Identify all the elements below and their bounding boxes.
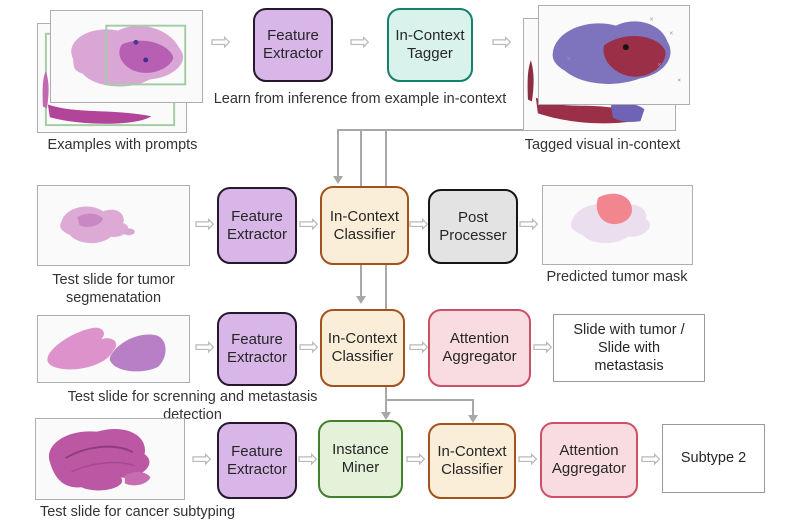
svg-text:×: ×	[650, 17, 654, 24]
row3-result-box: Slide with tumor / Slide with metastasis	[553, 314, 705, 382]
row2-output-caption: Predicted tumor mask	[546, 269, 688, 285]
tagged-caption: Tagged visual in-context	[524, 137, 681, 153]
svg-text:×: ×	[677, 77, 681, 84]
flow-arrow-icon: ⇨	[194, 333, 216, 361]
flow-arrow-icon: ⇨	[518, 210, 540, 238]
flow-arrow-icon: ⇨	[408, 210, 430, 238]
tagged-front-histology-image: × × × × ×	[552, 17, 681, 84]
feature-extractor-node-row1: Feature Extractor	[253, 8, 333, 82]
row4-test-slide-thumbnail	[35, 418, 185, 500]
attention-aggregator-node-row3: Attention Aggregator	[428, 309, 531, 387]
row3-result-label: Slide with tumor / Slide with metastasis	[573, 321, 685, 375]
in-context-classifier-node-row2: In-Context Classifier	[320, 186, 409, 265]
in-context-classifier-node-row3: In-Context Classifier	[320, 309, 405, 387]
flow-arrow-icon: ⇨	[349, 28, 371, 56]
connector-to-row4-classifier	[472, 399, 474, 415]
flow-arrow-icon: ⇨	[405, 445, 427, 473]
instance-miner-node: Instance Miner	[318, 420, 403, 498]
in-context-classifier-label: In-Context Classifier	[329, 207, 400, 243]
in-context-tagger-label: In-Context Tagger	[395, 27, 465, 62]
tagged-back-histology-image	[527, 60, 645, 124]
predicted-mask-image	[570, 193, 651, 244]
row4-slide-caption: Test slide for cancer subtyping	[39, 504, 236, 520]
arrowhead-row4-classifier-icon	[468, 415, 478, 423]
connector-context-feed-horizontal	[338, 129, 525, 131]
post-processer-node: Post Processer	[428, 189, 518, 264]
learn-caption: Learn from inference from example in-con…	[213, 91, 507, 107]
connector-to-row4	[385, 129, 387, 401]
flow-arrow-icon: ⇨	[210, 28, 232, 56]
tagged-slide-front-thumbnail: × × × × ×	[538, 5, 690, 105]
feature-extractor-label: Feature Extractor	[226, 331, 287, 366]
in-context-tagger-node: In-Context Tagger	[387, 8, 473, 82]
in-context-classifier-node-row4: In-Context Classifier	[428, 423, 516, 499]
row3-histology-image	[47, 327, 166, 372]
connector-to-row2-classifier	[337, 129, 339, 176]
examples-front-histology-image	[71, 24, 187, 87]
in-context-classifier-label: In-Context Classifier	[327, 330, 398, 365]
svg-text:×: ×	[657, 62, 661, 69]
flow-arrow-icon: ⇨	[298, 210, 320, 238]
feature-extractor-label: Feature Extractor	[226, 442, 287, 478]
arrowhead-instance-miner-icon	[381, 412, 391, 420]
row3-test-slide-thumbnail	[37, 315, 190, 383]
attention-aggregator-node-row4: Attention Aggregator	[540, 422, 638, 498]
svg-text:×: ×	[567, 56, 571, 63]
flow-arrow-icon: ⇨	[194, 210, 216, 238]
arrowhead-row2-classifier-icon	[333, 176, 343, 184]
flow-arrow-icon: ⇨	[532, 333, 554, 361]
row4-histology-image	[48, 428, 151, 491]
flow-arrow-icon: ⇨	[491, 28, 513, 56]
flow-arrow-icon: ⇨	[517, 445, 539, 473]
row2-histology-image	[60, 206, 135, 244]
feature-extractor-node-row2: Feature Extractor	[217, 187, 297, 264]
flow-arrow-icon: ⇨	[298, 333, 320, 361]
examples-slide-front-thumbnail	[50, 10, 203, 103]
post-processer-label: Post Processer	[439, 208, 507, 244]
svg-text:×: ×	[669, 30, 673, 37]
connector-row4-split	[385, 399, 474, 401]
attention-aggregator-label: Attention Aggregator	[442, 330, 517, 365]
row4-result-box: Subtype 2	[662, 424, 765, 493]
flow-arrow-icon: ⇨	[640, 445, 662, 473]
feature-extractor-node-row4: Feature Extractor	[217, 422, 297, 499]
row4-result-label: Subtype 2	[680, 450, 747, 467]
feature-extractor-label: Feature Extractor	[226, 207, 287, 243]
connector-to-instance-miner	[385, 399, 387, 413]
feature-extractor-node-row3: Feature Extractor	[217, 312, 297, 386]
arrowhead-row3-classifier-icon	[356, 296, 366, 304]
flow-arrow-icon: ⇨	[408, 333, 430, 361]
attention-aggregator-label: Attention Aggregator	[551, 442, 627, 477]
examples-caption: Examples with prompts	[47, 137, 198, 153]
row2-test-slide-thumbnail	[37, 185, 190, 266]
instance-miner-label: Instance Miner	[332, 441, 389, 476]
row3-slide-caption: Test slide for screnning and metastasis …	[67, 389, 318, 424]
predicted-mask-thumbnail	[542, 185, 693, 265]
feature-extractor-label: Feature Extractor	[262, 27, 323, 62]
flow-arrow-icon: ⇨	[297, 445, 319, 473]
flow-arrow-icon: ⇨	[191, 445, 213, 473]
row2-slide-caption: Test slide for tumor segmenatation	[52, 272, 175, 307]
in-context-classifier-label: In-Context Classifier	[437, 443, 507, 478]
